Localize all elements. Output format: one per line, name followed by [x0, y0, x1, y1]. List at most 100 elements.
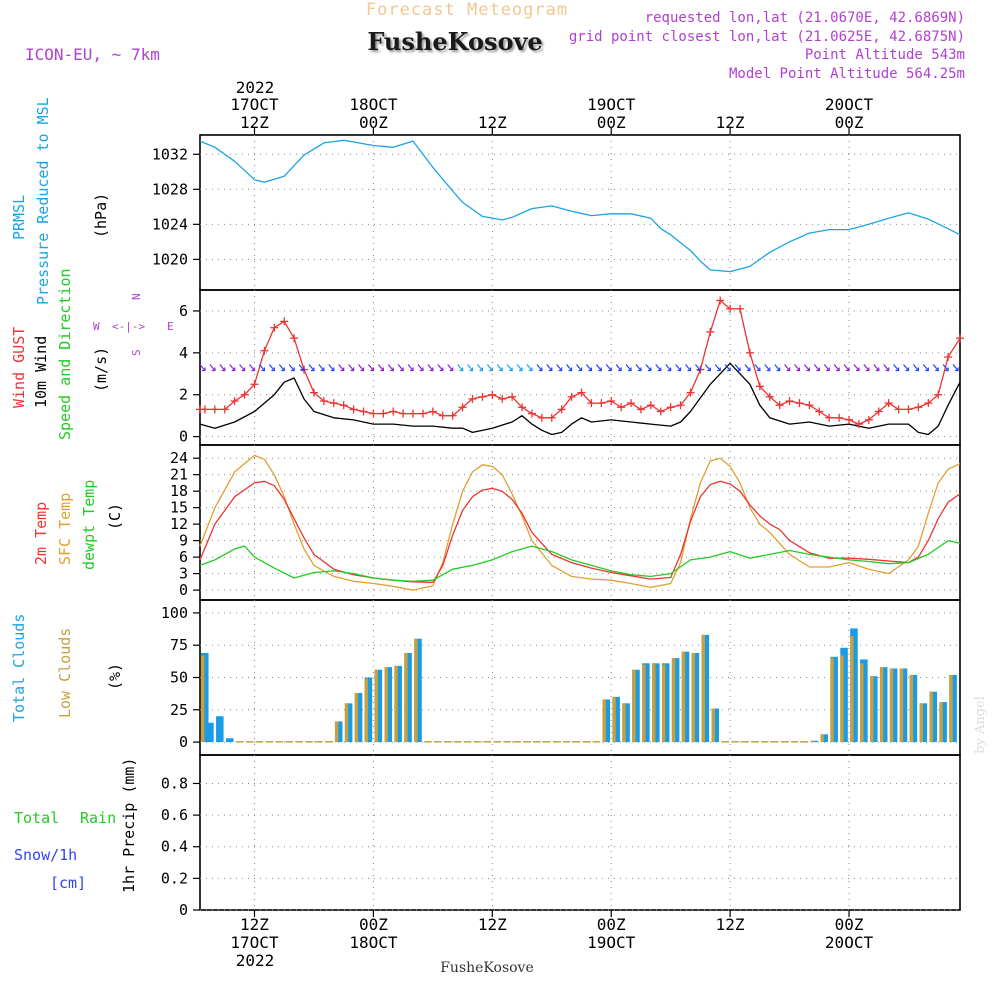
total-cloud-bar: [642, 663, 650, 743]
wind-arrow: [685, 364, 692, 372]
low-cloud-bar: [899, 668, 904, 743]
wind-y-tick: 6: [179, 302, 188, 320]
gust-marker: [399, 409, 408, 418]
pressure-y-tick: 1020: [152, 250, 188, 268]
gust-marker: [924, 399, 933, 408]
gust-marker: [428, 407, 437, 416]
wind-arrow: [714, 364, 721, 372]
gust-marker: [627, 399, 636, 408]
total-cloud-bar: [384, 667, 393, 743]
low-cloud-bar: [691, 652, 696, 743]
bottom-date-label: 19OCT: [587, 933, 636, 952]
temp-2m-line: [199, 480, 961, 584]
total-cloud-bar: [661, 663, 670, 743]
total-cloud-bar: [840, 647, 848, 743]
total-cloud-bar: [711, 708, 720, 743]
precip-y-tick: 0.6: [161, 806, 188, 824]
top-date-label: 19OCT: [587, 95, 636, 114]
total-cloud-bar: [741, 741, 749, 743]
clouds-y-tick: 100: [161, 604, 188, 622]
total-cloud-bar: [334, 721, 343, 743]
wind-y-tick: 2: [179, 386, 188, 404]
low-cloud-bar: [909, 674, 914, 743]
clouds-total-label: Total Clouds: [10, 614, 28, 722]
total-cloud-bar: [513, 741, 521, 743]
total-cloud-bar: [503, 741, 511, 743]
wind-arrow: [843, 364, 850, 372]
total-cloud-bar: [770, 741, 779, 743]
total-cloud-bar: [879, 667, 888, 743]
wind-arrow: [694, 364, 702, 372]
total-cloud-bar: [265, 741, 274, 743]
gust-marker: [567, 392, 576, 401]
low-cloud-bar: [711, 708, 715, 743]
low-cloud-bar: [622, 703, 626, 743]
precip-rain-label: Rain: [80, 809, 116, 827]
gust-marker: [409, 409, 418, 418]
model-label: ICON-EU, ~ 7km: [25, 45, 160, 64]
low-cloud-bar: [850, 636, 854, 743]
low-cloud-bar: [929, 691, 933, 743]
gust-marker: [478, 392, 487, 401]
gust-marker: [210, 405, 219, 414]
wind-10m-line: [199, 362, 961, 436]
gust-marker: [319, 397, 328, 406]
bottom-date-label: 18OCT: [349, 933, 398, 952]
precip-total-label: Total: [14, 809, 59, 827]
wind-arrow: [467, 364, 474, 372]
model-altitude: Model Point Altitude 564.25m: [729, 66, 965, 82]
gust-marker: [280, 317, 289, 326]
wind-arrow: [794, 364, 801, 372]
wind-arrow: [754, 364, 761, 372]
precip-y-tick: 0.2: [161, 869, 188, 887]
wind-arrow: [813, 364, 820, 372]
total-cloud-bar: [909, 674, 918, 743]
gust-marker: [309, 388, 318, 397]
total-cloud-bar: [424, 741, 432, 743]
total-cloud-bar: [552, 741, 561, 743]
wind-arrow: [893, 364, 900, 372]
wind-arrow: [308, 364, 315, 372]
gust-marker: [448, 411, 457, 420]
total-cloud-bar: [681, 651, 690, 743]
gust-marker: [607, 397, 616, 406]
top-date-label: 18OCT: [349, 95, 398, 114]
low-cloud-bar: [602, 699, 606, 743]
low-cloud-bar: [344, 703, 349, 743]
wind-arrow: [645, 364, 652, 372]
gust-marker: [587, 399, 596, 408]
point-altitude: Point Altitude 543m: [805, 47, 965, 63]
low-cloud-bar: [374, 669, 378, 743]
wind-arrow: [258, 364, 266, 372]
total-cloud-bar: [473, 741, 482, 743]
wind-arrow: [585, 364, 593, 372]
gust-marker: [537, 413, 546, 422]
wind-arrow: [605, 364, 612, 372]
gust-marker: [468, 394, 477, 403]
gust-marker: [418, 409, 427, 418]
total-cloud-bar: [394, 665, 402, 743]
gust-marker: [488, 390, 497, 399]
gust-marker: [508, 392, 517, 401]
gust-marker: [547, 413, 556, 422]
wind-arrow: [595, 364, 602, 372]
wind-arrow: [734, 364, 741, 372]
wind-arrow: [803, 364, 811, 372]
wind-arrow: [625, 364, 632, 372]
requested-coords: requested lon,lat (21.0670E, 42.6869N): [645, 10, 965, 26]
gust-marker: [874, 407, 883, 416]
gust-marker: [220, 405, 229, 414]
pressure-line: [199, 139, 961, 273]
total-cloud-bar: [483, 741, 492, 743]
wind-arrow: [348, 364, 355, 372]
total-cloud-bar: [463, 741, 472, 743]
low-cloud-bar: [384, 667, 388, 743]
temp-sfc-label: SFC Temp: [56, 493, 74, 565]
gust-marker: [716, 296, 725, 305]
total-cloud-bar: [810, 740, 819, 743]
wind-dir-label: Speed and Direction: [56, 268, 74, 440]
wind-arrow: [932, 364, 939, 372]
wind-arrow: [615, 364, 622, 372]
total-cloud-bar: [354, 693, 363, 743]
top-date-label: 20OCT: [825, 95, 874, 114]
